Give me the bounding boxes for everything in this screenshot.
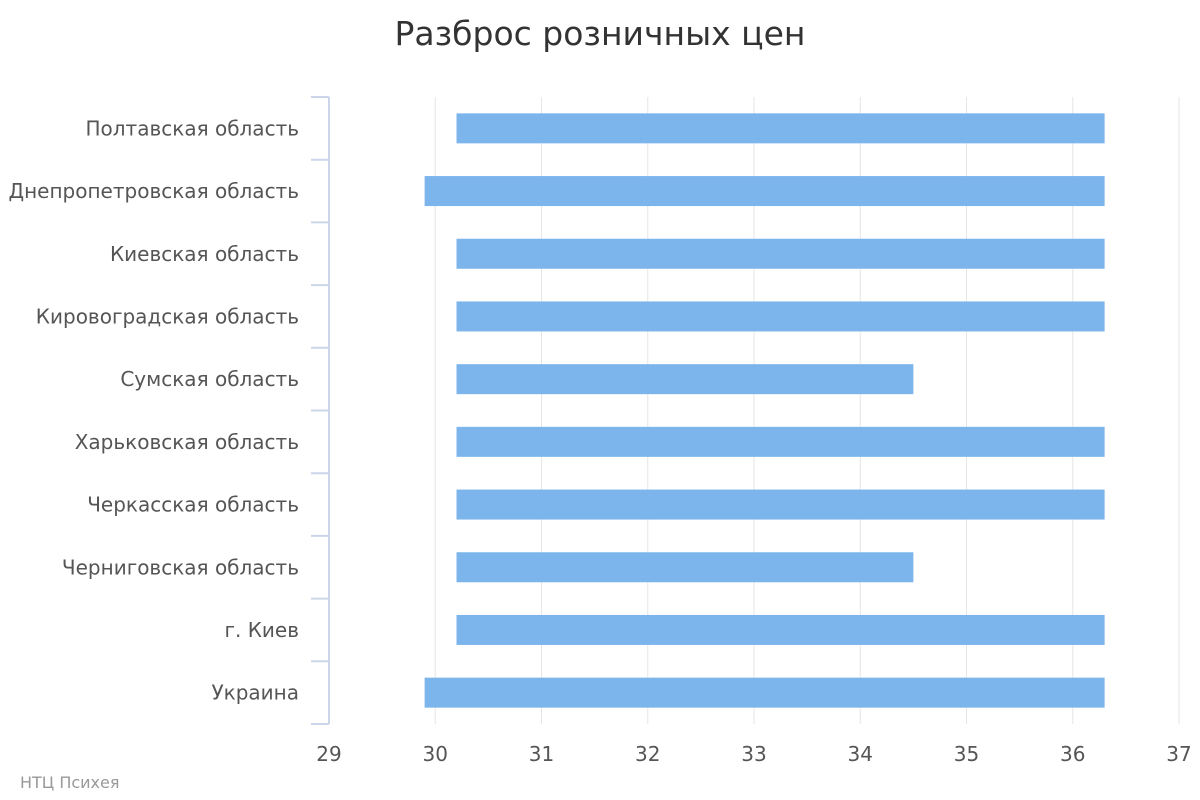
bar[interactable] [456, 552, 914, 583]
x-tick-labels: 29 30 31 32 33 34 35 36 37 [316, 742, 1191, 766]
category-label: Сумская область [120, 367, 299, 391]
category-label: Украина [211, 681, 299, 705]
y-axis [311, 96, 330, 725]
category-label: Полтавская область [85, 116, 299, 140]
x-tick-label: 30 [423, 742, 448, 766]
bar[interactable] [456, 301, 1105, 332]
bar[interactable] [456, 614, 1105, 645]
x-tick-label: 37 [1166, 742, 1191, 766]
category-label: Харьковская область [75, 430, 299, 454]
category-label: г. Киев [224, 618, 299, 642]
bar[interactable] [456, 238, 1105, 269]
category-label: Черкасская область [87, 493, 299, 517]
category-label: Кировоградская область [36, 304, 299, 328]
x-tick-label: 36 [1060, 742, 1085, 766]
bar[interactable] [424, 677, 1105, 708]
x-tick-label: 29 [316, 742, 341, 766]
bar[interactable] [424, 176, 1105, 207]
bar[interactable] [456, 364, 914, 395]
x-tick-label: 32 [635, 742, 660, 766]
bar[interactable] [456, 489, 1105, 520]
bar[interactable] [456, 426, 1105, 457]
category-label: Черниговская область [62, 555, 299, 579]
category-labels: Полтавская область Днепропетровская облас… [8, 116, 299, 704]
x-tick-label: 33 [741, 742, 766, 766]
credits-text: НТЦ Психея [20, 773, 120, 792]
x-tick-label: 31 [529, 742, 554, 766]
chart-title: Разброс розничных цен [394, 14, 806, 53]
category-label: Днепропетровская область [8, 179, 299, 203]
category-label: Киевская область [110, 242, 299, 266]
x-tick-label: 35 [954, 742, 979, 766]
x-tick-label: 34 [848, 742, 873, 766]
bar[interactable] [456, 113, 1105, 144]
bars-group [424, 113, 1105, 708]
